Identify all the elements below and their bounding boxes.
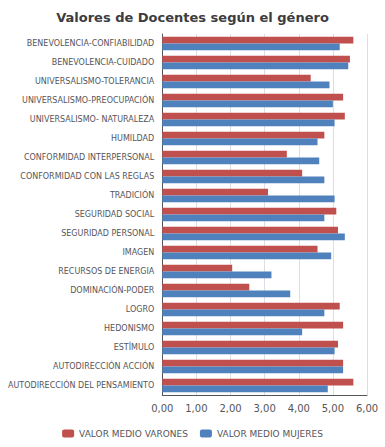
svg-text:4,00: 4,00 [288, 403, 310, 414]
svg-text:VALOR MEDIO VARONES: VALOR MEDIO VARONES [79, 429, 188, 439]
svg-text:BENEVOLENCIA-CONFIABILIDAD: BENEVOLENCIA-CONFIABILIDAD [27, 39, 154, 48]
svg-text:3,00: 3,00 [253, 403, 275, 414]
svg-text:5,00: 5,00 [322, 403, 344, 414]
svg-text:Valores de Docentes según el g: Valores de Docentes según el género [56, 10, 329, 25]
svg-text:UNIVERSALISMO-TOLERANCIA: UNIVERSALISMO-TOLERANCIA [35, 77, 155, 86]
svg-text:1,00: 1,00 [185, 403, 207, 414]
svg-text:SEGURIDAD SOCIAL: SEGURIDAD SOCIAL [75, 210, 155, 219]
svg-text:VALOR MEDIO MUJERES: VALOR MEDIO MUJERES [217, 429, 323, 439]
svg-text:SEGURIDAD PERSONAL: SEGURIDAD PERSONAL [61, 229, 155, 238]
svg-text:CONFORMIDAD INTERPERSONAL: CONFORMIDAD INTERPERSONAL [24, 153, 155, 162]
svg-text:AUTODIRECCIÓN DEL PENSAMIENTO: AUTODIRECCIÓN DEL PENSAMIENTO [8, 379, 154, 390]
svg-text:TRADICIÓN: TRADICIÓN [109, 189, 154, 200]
svg-text:IMAGEN: IMAGEN [122, 248, 154, 257]
svg-text:UNIVERSALISMO- NATURALEZA: UNIVERSALISMO- NATURALEZA [30, 115, 155, 124]
svg-text:DOMINACIÓN-PODER: DOMINACIÓN-PODER [70, 284, 154, 295]
svg-text:6,00: 6,00 [356, 403, 378, 414]
svg-text:ESTÍMULO: ESTÍMULO [114, 341, 155, 352]
svg-text:RECURSOS DE ENERGIA: RECURSOS DE ENERGIA [58, 267, 155, 276]
svg-text:HUMILDAD: HUMILDAD [111, 134, 154, 143]
svg-text:LOGRO: LOGRO [126, 305, 155, 314]
svg-text:0,00: 0,00 [151, 403, 173, 414]
svg-text:CONFORMIDAD CON LAS REGLAS: CONFORMIDAD CON LAS REGLAS [20, 172, 154, 181]
svg-text:AUTODIRECCIÓN ACCIÓN: AUTODIRECCIÓN ACCIÓN [53, 360, 154, 371]
svg-text:BENEVOLENCIA-CUIDADO: BENEVOLENCIA-CUIDADO [52, 58, 155, 67]
svg-text:UNIVERSALISMO-PREOCUPACIÓN: UNIVERSALISMO-PREOCUPACIÓN [22, 94, 154, 105]
svg-text:2,00: 2,00 [219, 403, 241, 414]
svg-text:HEDONISMO: HEDONISMO [104, 324, 154, 333]
